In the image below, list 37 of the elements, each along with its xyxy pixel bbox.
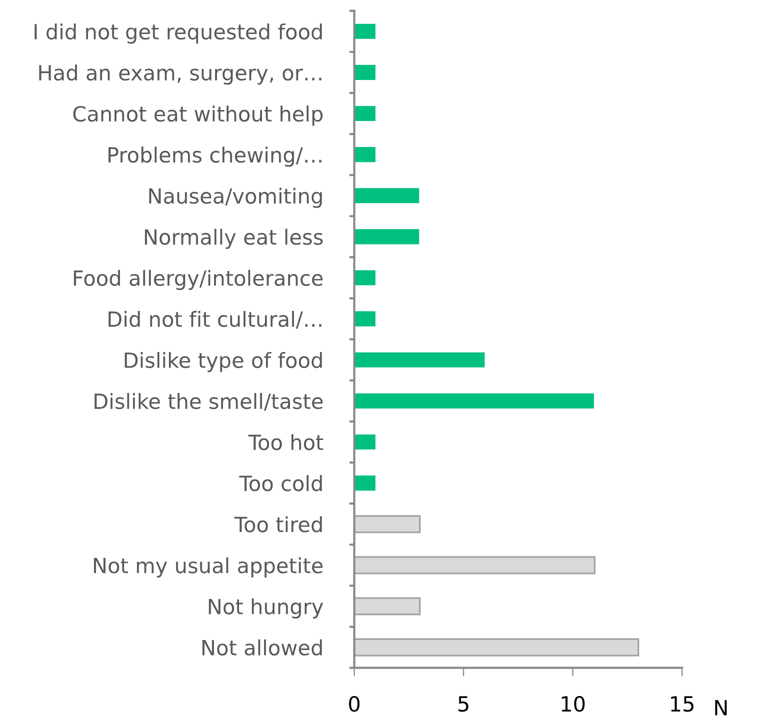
y-tick-label: Did not fit cultural/… (108, 310, 322, 329)
x-tick-label: 10 (562, 696, 585, 712)
bar (354, 638, 640, 656)
y-tick-label: Had an exam, surgery, or… (39, 64, 322, 85)
y-tick-label: Normally eat less (144, 228, 323, 249)
y-tick-label: Cannot eat without help (73, 106, 323, 126)
bar (354, 310, 377, 328)
y-tick-label: Food allergy/intolerance (74, 270, 323, 290)
x-tick-label: 5 (458, 696, 468, 712)
y-tick-label: Not hungry (208, 598, 324, 618)
bar (354, 22, 377, 40)
bar (354, 433, 377, 451)
x-axis-title: N (715, 700, 727, 716)
x-tick-label: 15 (671, 696, 694, 712)
bar (354, 146, 377, 164)
bar (354, 350, 486, 369)
bar (354, 104, 377, 122)
y-tick-label: Dislike the smell/taste (94, 393, 323, 411)
bar (354, 515, 421, 534)
bar (354, 597, 421, 616)
y-tick-label: Too tired (234, 516, 322, 532)
bar (354, 392, 596, 410)
bar (354, 556, 596, 574)
y-tick-label: Nausea/vomiting (149, 188, 322, 208)
y-tick-label: Too cold (239, 475, 322, 492)
y-tick-label: Too hot (248, 434, 324, 450)
bar (354, 186, 421, 205)
y-tick-label: Dislike type of food (124, 352, 322, 372)
y-tick-label: Problems chewing/… (108, 146, 322, 167)
y-tick-label: Not my usual appetite (94, 557, 323, 578)
bar (354, 228, 421, 246)
y-tick-label: Not allowed (202, 639, 322, 656)
bar (354, 268, 377, 287)
x-tick-label: 0 (349, 696, 360, 712)
y-tick-label: I did not get requested food (34, 23, 322, 44)
bar (354, 474, 377, 492)
bar (354, 64, 377, 82)
